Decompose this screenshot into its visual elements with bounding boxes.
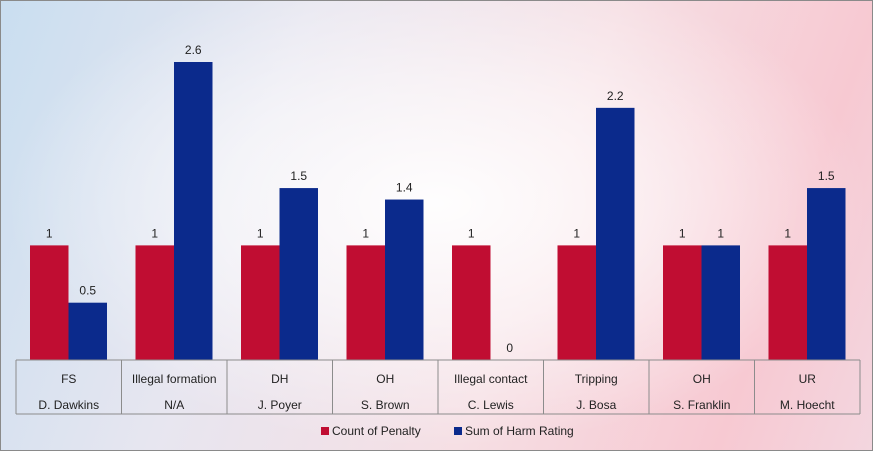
data-label-s1-c1: 2.6 — [185, 43, 202, 57]
data-label-s0-c7: 1 — [784, 226, 791, 240]
data-label-s0-c1: 1 — [151, 226, 158, 240]
data-label-s0-c0: 1 — [46, 226, 53, 240]
category-sublabel-7: M. Hoecht — [780, 398, 835, 412]
category-sublabel-0: D. Dawkins — [38, 398, 99, 412]
data-label-s0-c4: 1 — [468, 226, 475, 240]
category-label-4: Illegal contact — [454, 372, 528, 386]
data-label-s1-c6: 1 — [717, 226, 724, 240]
category-label-5: Tripping — [575, 372, 618, 386]
bar-s0-c5 — [557, 245, 596, 360]
data-label-s0-c5: 1 — [573, 226, 580, 240]
category-label-1: Illegal formation — [132, 372, 217, 386]
bar-s0-c2 — [241, 245, 280, 360]
category-label-7: UR — [799, 372, 817, 386]
category-label-0: FS — [61, 372, 76, 386]
data-label-s1-c0: 0.5 — [79, 284, 96, 298]
data-label-s1-c7: 1.5 — [818, 169, 835, 183]
bar-s1-c0 — [68, 302, 107, 360]
data-label-s1-c3: 1.4 — [396, 181, 413, 195]
category-sublabel-4: C. Lewis — [468, 398, 514, 412]
bar-s1-c1 — [174, 62, 213, 360]
bar-s1-c6 — [701, 245, 740, 360]
data-label-s0-c2: 1 — [257, 226, 264, 240]
data-label-s0-c6: 1 — [679, 226, 686, 240]
bar-s0-c7 — [768, 245, 807, 360]
category-sublabel-5: J. Bosa — [576, 398, 616, 412]
bar-s0-c6 — [663, 245, 702, 360]
bar-s1-c3 — [385, 199, 424, 360]
bar-s0-c1 — [135, 245, 174, 360]
bar-s1-c7 — [807, 188, 846, 360]
bar-s1-c2 — [279, 188, 318, 360]
category-label-2: DH — [271, 372, 288, 386]
bar-s0-c0 — [30, 245, 69, 360]
bar-s0-c3 — [346, 245, 385, 360]
category-label-6: OH — [693, 372, 711, 386]
category-sublabel-6: S. Franklin — [673, 398, 730, 412]
bar-s0-c4 — [452, 245, 491, 360]
category-sublabel-2: J. Poyer — [258, 398, 302, 412]
legend-swatch-0 — [321, 427, 329, 435]
legend-swatch-1 — [454, 427, 462, 435]
bar-s1-c5 — [596, 107, 635, 360]
category-sublabel-1: N/A — [164, 398, 184, 412]
category-label-3: OH — [376, 372, 394, 386]
legend-label-1: Sum of Harm Rating — [465, 424, 574, 438]
category-sublabel-3: S. Brown — [361, 398, 410, 412]
data-label-s1-c2: 1.5 — [290, 169, 307, 183]
data-label-s0-c3: 1 — [362, 226, 369, 240]
legend-label-0: Count of Penalty — [332, 424, 421, 438]
data-label-s1-c5: 2.2 — [607, 89, 624, 103]
data-label-s1-c4: 0 — [506, 341, 513, 355]
